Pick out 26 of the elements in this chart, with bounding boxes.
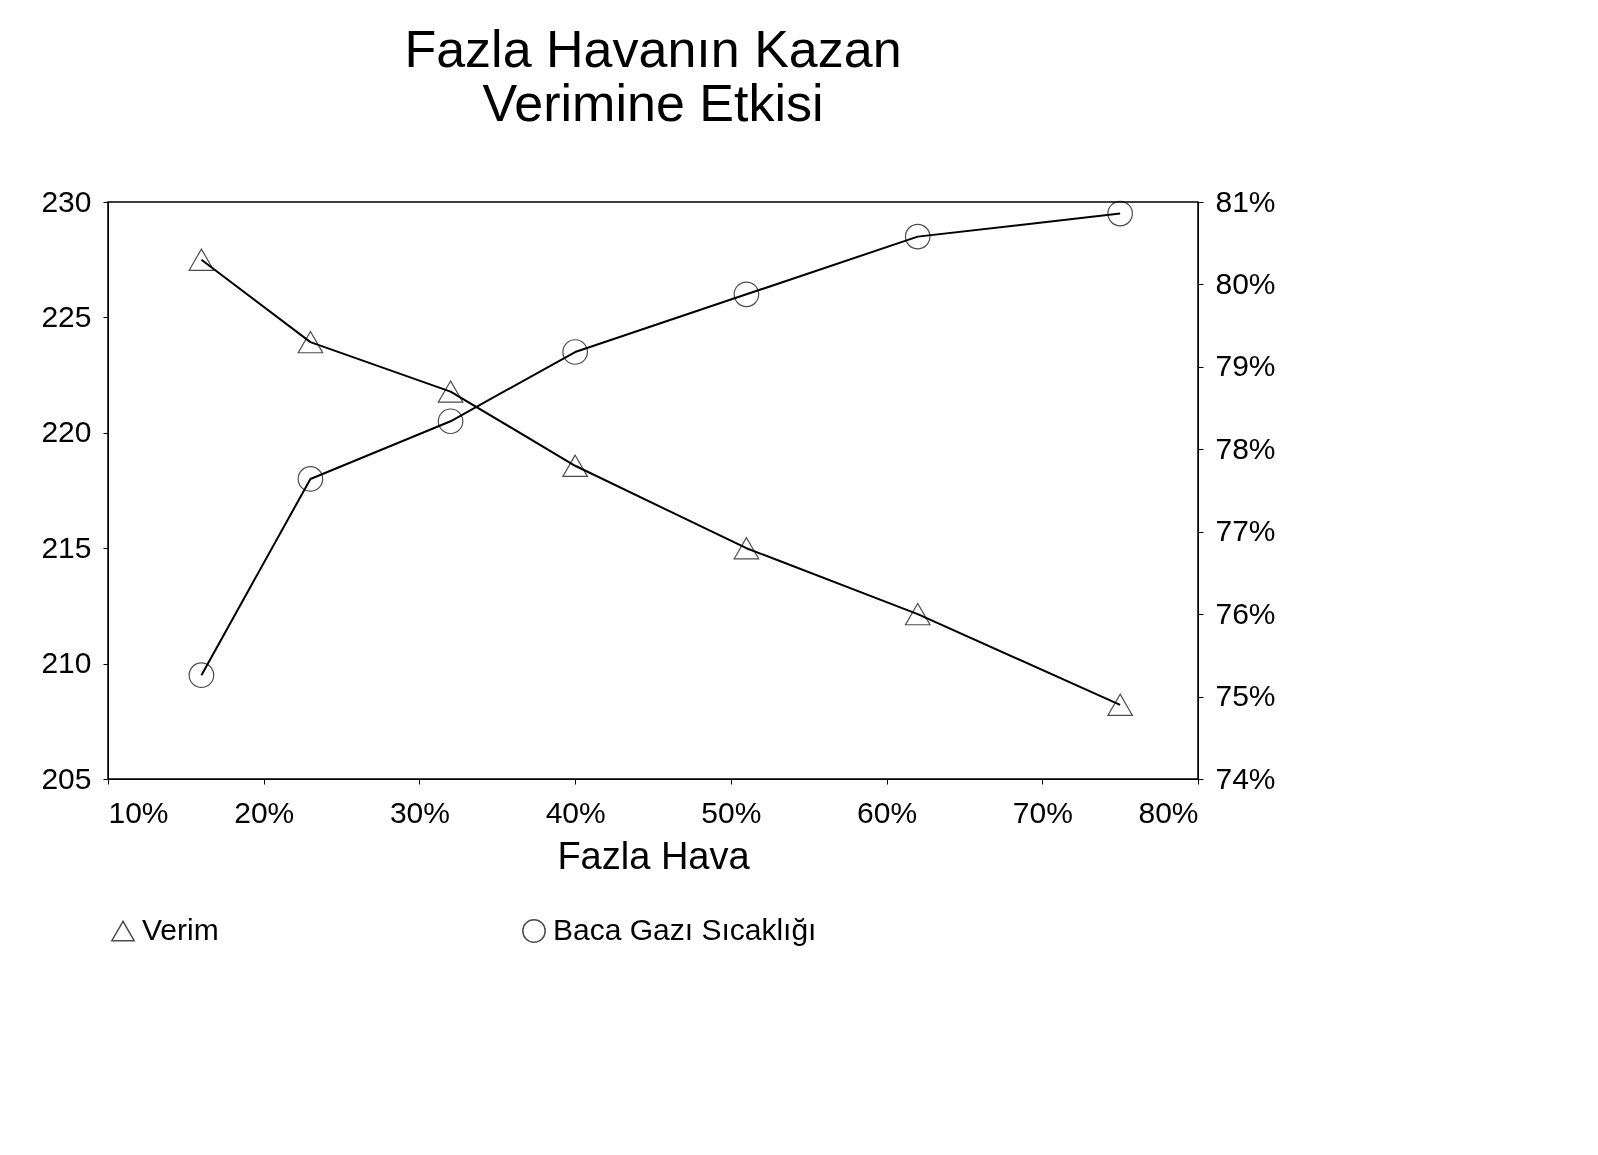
y-tick-label: 225 — [41, 299, 92, 333]
y2-tick-label: 79% — [1215, 349, 1276, 383]
y2-tick-label: 76% — [1215, 596, 1276, 630]
x-tick-label: 30% — [389, 795, 450, 829]
chart-title: Fazla Havanın Kazan Verimine Etkisi — [404, 20, 902, 132]
y-tick-label: 205 — [41, 761, 92, 795]
x-tick-label: 20% — [234, 795, 295, 829]
x-tick-label: 70% — [1012, 795, 1073, 829]
x-tick-label: 10% — [108, 795, 169, 829]
x-tick-label: 80% — [1138, 795, 1199, 829]
y-tick-label: 220 — [41, 415, 92, 449]
x-tick-label: 40% — [545, 795, 606, 829]
y-tick-label: 215 — [41, 530, 92, 564]
legend-label: Baca Gazı Sıcaklığı — [553, 913, 817, 946]
x-tick-label: 60% — [857, 795, 918, 829]
y2-tick-label: 80% — [1215, 266, 1276, 300]
y2-tick-label: 74% — [1215, 761, 1276, 795]
y2-tick-label: 75% — [1215, 679, 1276, 713]
y2-tick-label: 78% — [1215, 431, 1276, 465]
y-tick-label: 210 — [41, 646, 92, 680]
x-axis-title: Fazla Hava — [557, 834, 751, 877]
y2-tick-label: 81% — [1215, 184, 1276, 218]
y2-tick-label: 77% — [1215, 514, 1276, 548]
y-tick-label: 230 — [41, 184, 92, 218]
legend-label: Verim — [142, 913, 219, 946]
x-tick-label: 50% — [701, 795, 762, 829]
